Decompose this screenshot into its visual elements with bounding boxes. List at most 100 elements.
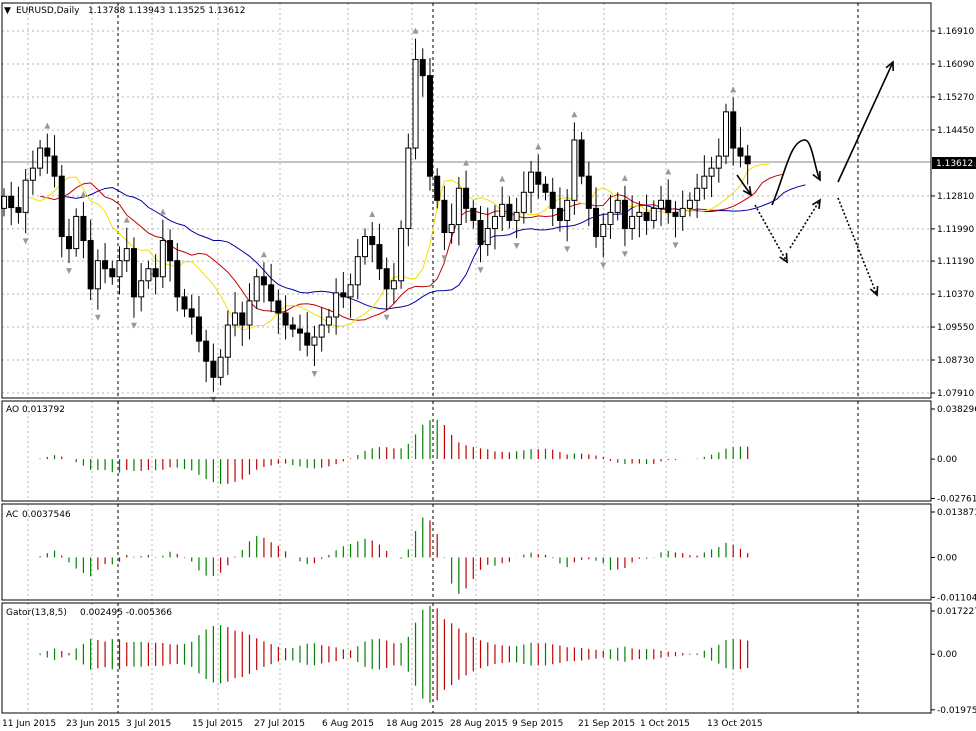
fractal-up-icon xyxy=(730,86,737,93)
candle-bull xyxy=(715,155,722,169)
candle-bear xyxy=(376,244,383,270)
price-tick-label: 1.11190 xyxy=(937,257,974,267)
indicator-tick-label: 0.00 xyxy=(937,553,957,563)
fractal-down-icon xyxy=(22,238,29,245)
date-label: 3 Jul 2015 xyxy=(126,719,171,729)
fractal-down-icon xyxy=(94,314,101,321)
date-label: 11 Jun 2015 xyxy=(2,719,56,729)
candle-bull xyxy=(571,139,578,201)
candle-bull xyxy=(723,111,729,157)
date-label: 27 Jul 2015 xyxy=(254,719,305,729)
candle-bull xyxy=(22,179,29,213)
candle-bear xyxy=(593,207,600,238)
candle-bull xyxy=(499,203,506,217)
candle-bull xyxy=(448,223,455,234)
candle-bull xyxy=(513,211,520,221)
candle-bull xyxy=(658,199,665,209)
forecast-arrow-dotted xyxy=(789,199,821,249)
candle-bear xyxy=(102,260,109,270)
candle-bear xyxy=(643,211,650,221)
fractal-down-icon xyxy=(311,371,318,378)
candle-bear xyxy=(506,203,513,221)
candle-bear xyxy=(51,155,58,177)
candle-bear xyxy=(477,219,484,246)
candle-bear xyxy=(730,111,737,149)
candle-bear xyxy=(549,191,556,209)
alligator-lips xyxy=(25,163,770,331)
candle-bull xyxy=(629,215,636,229)
candle-bull xyxy=(311,336,318,346)
candle-bear xyxy=(470,207,477,221)
candle-bear xyxy=(289,324,296,330)
candle-bull xyxy=(412,59,419,149)
date-label: 13 Oct 2015 xyxy=(707,719,763,729)
fractal-up-icon xyxy=(80,190,87,197)
candle-bull xyxy=(405,147,412,229)
fractal-up-icon xyxy=(369,211,376,218)
fractal-down-icon xyxy=(65,268,72,275)
candle-bull xyxy=(614,199,621,213)
fractal-down-icon xyxy=(441,255,448,262)
candle-bull xyxy=(145,268,152,282)
price-tick-label: 1.16910 xyxy=(937,27,974,37)
ao-name: AO xyxy=(6,405,19,415)
forecast-arrow-dotted xyxy=(754,204,788,263)
arrow-head-icon xyxy=(811,198,821,210)
candle-bear xyxy=(210,360,217,378)
forecast-arrow xyxy=(837,61,894,183)
candle-bear xyxy=(167,240,174,262)
candle-bull xyxy=(246,300,253,326)
candle-bull xyxy=(679,207,686,217)
indicator-tick-label: 0.038296 xyxy=(937,405,976,415)
current-price-label: 1.13612 xyxy=(936,159,973,169)
candle-bull xyxy=(600,223,607,238)
candle-bull xyxy=(217,356,224,378)
fractal-up-icon xyxy=(499,175,506,182)
candle-bull xyxy=(390,280,397,290)
candle-bear xyxy=(203,340,210,362)
fractal-down-icon xyxy=(672,242,679,249)
indicator-tick-label: 0.017227 xyxy=(937,607,976,617)
candle-bull xyxy=(333,292,340,318)
candle-bear xyxy=(282,312,289,326)
candle-bull xyxy=(701,175,708,189)
fractal-down-icon xyxy=(383,314,390,321)
candle-bear xyxy=(304,332,311,346)
candle-bull xyxy=(650,207,657,221)
candle-bull xyxy=(484,227,491,246)
fractal-down-icon xyxy=(564,246,571,253)
candle-bear xyxy=(672,211,679,217)
candle-bear xyxy=(542,183,549,193)
candle-bull xyxy=(347,284,354,298)
current-price-tag xyxy=(932,157,976,169)
date-label: 15 Jul 2015 xyxy=(192,719,243,729)
candle-bear xyxy=(441,199,448,234)
date-label: 28 Aug 2015 xyxy=(450,719,508,729)
candle-bull xyxy=(455,187,462,225)
forecast-arrow xyxy=(736,174,752,196)
candle-bear xyxy=(585,175,592,209)
candle-bull xyxy=(94,260,101,290)
candle-bull xyxy=(564,199,571,221)
candle-bear xyxy=(419,59,426,77)
indicator-tick-label: -0.011046 xyxy=(937,593,976,603)
candle-bear xyxy=(665,199,672,213)
candle-bear xyxy=(369,236,376,246)
candle-bull xyxy=(607,211,614,225)
indicator-tick-label: 0.013873 xyxy=(937,508,976,518)
fractal-up-icon xyxy=(463,159,470,166)
candle-bear xyxy=(109,268,116,278)
candle-bull xyxy=(37,147,44,169)
candle-bear xyxy=(130,248,137,298)
panel-frame xyxy=(1,2,932,399)
candle-bear xyxy=(275,300,282,314)
price-tick-label: 1.11990 xyxy=(937,225,974,235)
candle-bull xyxy=(354,256,361,286)
indicator-tick-label: -0.019754 xyxy=(937,706,976,716)
candle-bear xyxy=(535,171,542,185)
fractal-up-icon xyxy=(260,251,267,258)
date-label: 18 Aug 2015 xyxy=(386,719,444,729)
candle-bull xyxy=(398,227,405,282)
ao-value: 0.013792 xyxy=(22,405,65,415)
